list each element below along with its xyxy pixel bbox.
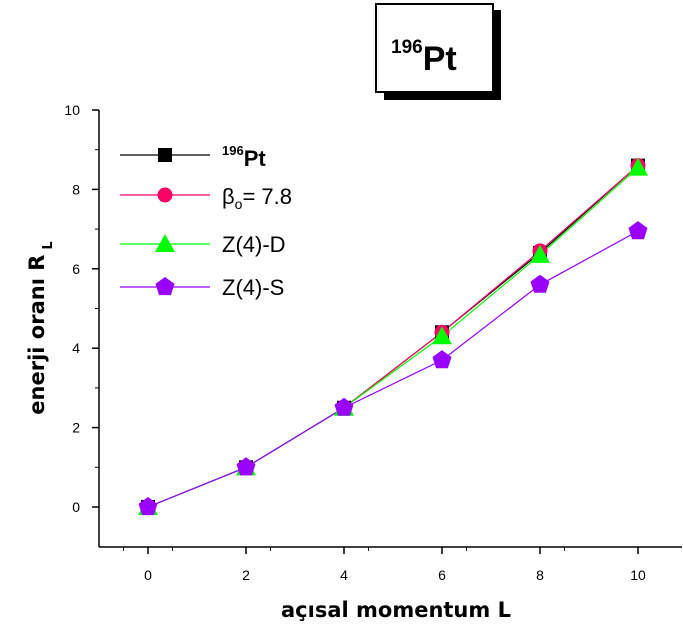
- series-markers: [138, 157, 648, 516]
- data-point-pentagon: [334, 397, 354, 416]
- series-line-0: [147, 165, 639, 508]
- series-line-3: [147, 230, 639, 508]
- y-axis-title: enerji oranı RL: [25, 241, 56, 414]
- data-point-pentagon: [530, 274, 550, 293]
- legend-marker-triangle: [155, 234, 175, 252]
- legend-label-beta: βo= 7.8: [222, 184, 292, 212]
- data-point-pentagon: [236, 457, 256, 476]
- series-lines: [147, 165, 639, 508]
- y-tick-label: 4: [72, 340, 80, 356]
- x-tick-label: 8: [536, 567, 544, 583]
- x-tick-label: 6: [438, 567, 446, 583]
- legend-label-pt: 196Pt: [222, 143, 266, 171]
- data-point-triangle: [628, 157, 648, 176]
- chart-title-box: 196Pt: [375, 3, 501, 100]
- chart-title: 196Pt: [391, 37, 457, 78]
- legend: 196Pt βo= 7.8 Z(4)-D Z(4)-S: [120, 143, 292, 300]
- x-tick-label: 10: [630, 567, 646, 583]
- x-tick-label: 0: [144, 567, 152, 583]
- series-line-1: [147, 165, 639, 508]
- series-line-2: [147, 167, 639, 508]
- legend-label-z4d: Z(4)-D: [222, 232, 286, 257]
- legend-entry-pt: 196Pt: [120, 143, 266, 171]
- axis-ticks: 0 2 4 6 8 10 0 2 4 6 8 10: [64, 102, 646, 583]
- data-point-triangle: [530, 244, 550, 263]
- legend-entry-z4d: Z(4)-D: [120, 232, 286, 257]
- y-tick-label: 6: [72, 261, 80, 277]
- x-tick-label: 2: [242, 567, 250, 583]
- y-tick-label: 2: [72, 420, 80, 436]
- legend-entry-z4s: Z(4)-S: [120, 275, 284, 300]
- x-tick-label: 4: [340, 567, 348, 583]
- y-tick-label: 10: [64, 102, 80, 118]
- data-point-triangle: [432, 326, 452, 345]
- legend-marker-circle: [157, 187, 173, 203]
- legend-marker-pentagon: [155, 277, 175, 296]
- legend-label-z4s: Z(4)-S: [222, 275, 284, 300]
- legend-marker-square: [158, 148, 172, 162]
- data-point-pentagon: [628, 221, 648, 240]
- y-tick-label: 0: [72, 499, 80, 515]
- x-axis-title: açısal momentum L: [281, 598, 511, 622]
- plot-axes: [98, 110, 682, 548]
- data-point-pentagon: [138, 497, 158, 516]
- data-point-pentagon: [432, 350, 452, 369]
- y-tick-label: 8: [72, 181, 80, 197]
- legend-entry-beta: βo= 7.8: [120, 184, 292, 212]
